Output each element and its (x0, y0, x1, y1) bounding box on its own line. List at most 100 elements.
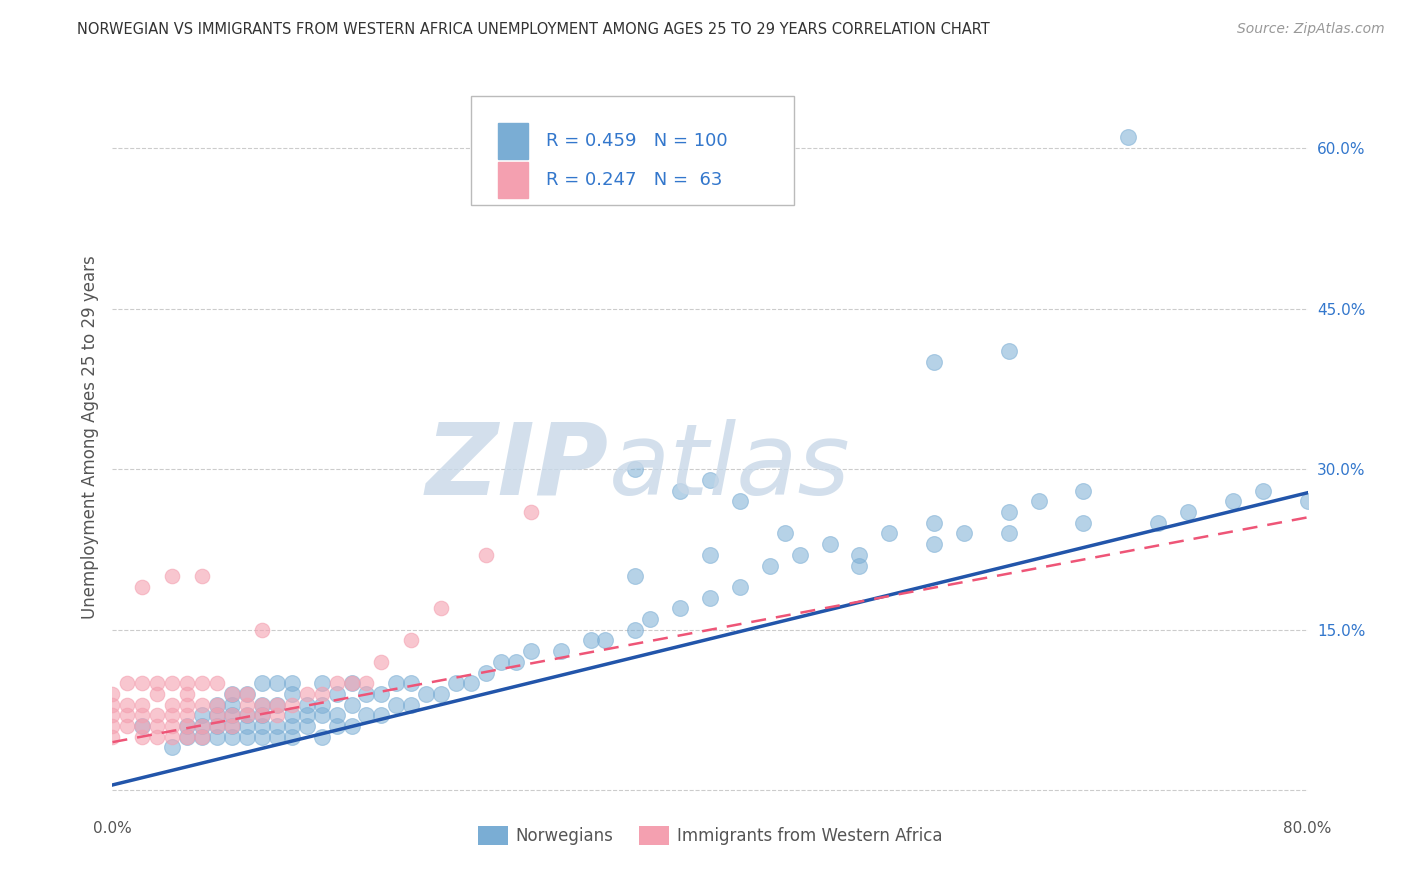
Point (624, 569, 647, 583)
Point (669, 601, 692, 615)
Point (221, 698, 243, 712)
Point (669, 483, 692, 498)
Point (401, 676, 423, 690)
Text: NORWEGIAN VS IMMIGRANTS FROM WESTERN AFRICA UNEMPLOYMENT AMONG AGES 25 TO 29 YEA: NORWEGIAN VS IMMIGRANTS FROM WESTERN AFR… (77, 22, 990, 37)
Point (191, 698, 214, 712)
Point (221, 730, 243, 744)
Point (848, 548, 870, 562)
Point (101, 708, 124, 723)
Point (131, 676, 153, 690)
Point (475, 665, 498, 680)
Point (370, 655, 392, 669)
Bar (499, 123, 529, 159)
Point (311, 730, 333, 744)
Point (162, 569, 183, 583)
Point (176, 687, 198, 701)
Point (325, 676, 347, 690)
Point (131, 698, 153, 712)
Point (250, 708, 273, 723)
Point (922, 516, 945, 530)
Bar (499, 162, 529, 198)
Point (325, 687, 347, 701)
Point (162, 698, 183, 712)
Text: atlas: atlas (609, 418, 851, 516)
Point (146, 687, 169, 701)
Point (1073, 516, 1095, 530)
Point (325, 719, 347, 733)
Point (236, 730, 259, 744)
Point (624, 623, 647, 637)
Point (340, 676, 363, 690)
Point (236, 708, 259, 723)
Point (430, 601, 453, 615)
Point (191, 719, 214, 733)
Point (221, 687, 243, 701)
Point (205, 698, 228, 712)
Point (759, 558, 782, 573)
Point (356, 676, 378, 690)
Point (176, 708, 198, 723)
Point (550, 644, 572, 658)
Point (295, 719, 318, 733)
Point (221, 708, 243, 723)
Point (236, 698, 259, 712)
Point (430, 687, 453, 701)
Point (162, 719, 183, 733)
Point (131, 719, 153, 733)
Point (505, 655, 527, 669)
Point (146, 730, 169, 744)
Point (205, 676, 228, 690)
Point (221, 719, 243, 733)
Point (401, 633, 423, 648)
Point (340, 676, 363, 690)
Point (370, 687, 392, 701)
Point (117, 698, 139, 712)
Point (266, 730, 288, 744)
Point (191, 708, 214, 723)
Point (117, 719, 139, 733)
Point (460, 676, 482, 690)
Y-axis label: Unemployment Among Ages 25 to 29 years: Unemployment Among Ages 25 to 29 years (80, 255, 98, 619)
Point (1251, 483, 1274, 498)
Point (101, 719, 124, 733)
Point (236, 708, 259, 723)
Point (176, 719, 198, 733)
Point (191, 719, 214, 733)
Point (295, 708, 318, 723)
Text: Source: ZipAtlas.com: Source: ZipAtlas.com (1237, 22, 1385, 37)
Point (1222, 494, 1244, 508)
Point (266, 708, 288, 723)
Point (1296, 494, 1319, 508)
Point (311, 708, 333, 723)
Point (205, 719, 228, 733)
Point (385, 698, 408, 712)
Point (489, 655, 512, 669)
Point (221, 719, 243, 733)
Point (176, 730, 198, 744)
Point (162, 730, 183, 744)
Point (998, 505, 1021, 519)
Point (699, 473, 721, 487)
Point (205, 730, 228, 744)
Point (176, 719, 198, 733)
Point (191, 730, 214, 744)
Point (953, 526, 976, 541)
Point (266, 676, 288, 690)
Point (281, 708, 304, 723)
Point (281, 719, 304, 733)
Point (250, 708, 273, 723)
Point (356, 687, 378, 701)
Point (1073, 483, 1095, 498)
Point (728, 580, 751, 594)
Point (236, 687, 259, 701)
Point (356, 708, 378, 723)
Point (998, 526, 1021, 541)
Point (281, 687, 304, 701)
Point (818, 537, 841, 551)
Point (250, 698, 273, 712)
Text: ZIP: ZIP (426, 418, 609, 516)
Point (1177, 505, 1199, 519)
Point (205, 708, 228, 723)
Point (162, 740, 183, 755)
Point (579, 633, 602, 648)
